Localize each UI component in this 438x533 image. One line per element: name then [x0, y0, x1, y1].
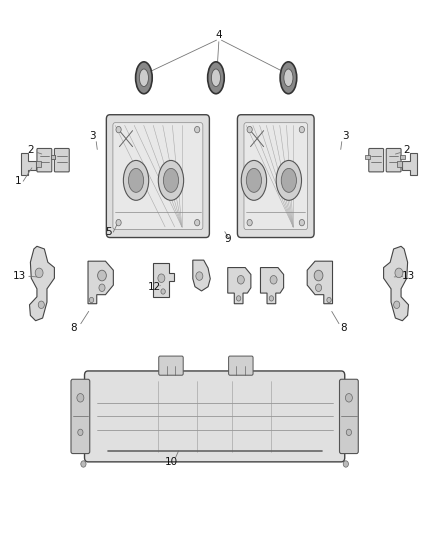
Text: 9: 9 — [224, 234, 231, 244]
FancyBboxPatch shape — [244, 123, 307, 230]
Text: 8: 8 — [71, 322, 78, 333]
Text: 2: 2 — [27, 144, 34, 155]
Ellipse shape — [343, 461, 349, 467]
FancyBboxPatch shape — [159, 356, 183, 375]
FancyBboxPatch shape — [229, 356, 253, 375]
Polygon shape — [384, 246, 409, 321]
FancyBboxPatch shape — [54, 149, 69, 172]
Ellipse shape — [89, 297, 94, 303]
Ellipse shape — [78, 429, 83, 435]
Ellipse shape — [208, 62, 224, 94]
Text: 2: 2 — [403, 144, 410, 155]
Polygon shape — [21, 154, 35, 174]
Ellipse shape — [346, 393, 353, 402]
Text: 3: 3 — [89, 131, 95, 141]
Ellipse shape — [276, 160, 301, 200]
Text: 13: 13 — [12, 271, 26, 281]
FancyBboxPatch shape — [37, 149, 52, 172]
Ellipse shape — [116, 126, 121, 133]
FancyBboxPatch shape — [85, 371, 345, 462]
FancyBboxPatch shape — [339, 379, 358, 454]
FancyBboxPatch shape — [386, 149, 401, 172]
Ellipse shape — [394, 301, 400, 309]
FancyBboxPatch shape — [113, 123, 203, 230]
Polygon shape — [193, 260, 210, 291]
Text: 8: 8 — [340, 322, 347, 333]
Ellipse shape — [116, 220, 121, 226]
Ellipse shape — [299, 126, 304, 133]
Text: 10: 10 — [164, 457, 177, 467]
Ellipse shape — [270, 276, 277, 284]
Ellipse shape — [158, 274, 165, 282]
Ellipse shape — [247, 126, 252, 133]
Ellipse shape — [38, 301, 44, 309]
Ellipse shape — [161, 289, 165, 294]
Polygon shape — [403, 154, 417, 174]
Ellipse shape — [158, 160, 184, 200]
Ellipse shape — [299, 220, 304, 226]
FancyBboxPatch shape — [237, 115, 314, 238]
Ellipse shape — [280, 62, 297, 94]
Polygon shape — [51, 155, 55, 159]
Ellipse shape — [139, 69, 148, 86]
Ellipse shape — [269, 296, 274, 301]
Polygon shape — [400, 155, 405, 159]
Ellipse shape — [241, 160, 267, 200]
Ellipse shape — [35, 268, 43, 278]
Polygon shape — [397, 161, 403, 166]
Ellipse shape — [315, 284, 321, 292]
Ellipse shape — [314, 270, 323, 281]
Ellipse shape — [136, 62, 152, 94]
Ellipse shape — [346, 429, 352, 435]
Ellipse shape — [194, 126, 200, 133]
Polygon shape — [307, 261, 332, 304]
Ellipse shape — [196, 272, 203, 280]
Polygon shape — [228, 268, 251, 304]
Text: 3: 3 — [343, 131, 349, 141]
Polygon shape — [29, 246, 54, 321]
Ellipse shape — [237, 296, 241, 301]
Polygon shape — [35, 161, 41, 166]
Ellipse shape — [77, 393, 84, 402]
Ellipse shape — [247, 220, 252, 226]
Ellipse shape — [246, 168, 261, 192]
Text: 13: 13 — [402, 271, 416, 281]
FancyBboxPatch shape — [71, 379, 90, 454]
Polygon shape — [88, 261, 113, 304]
Polygon shape — [51, 155, 55, 159]
Ellipse shape — [81, 461, 86, 467]
Ellipse shape — [124, 160, 149, 200]
Polygon shape — [261, 268, 284, 304]
FancyBboxPatch shape — [106, 115, 209, 238]
Text: 1: 1 — [15, 176, 21, 187]
Text: 4: 4 — [215, 30, 223, 41]
Ellipse shape — [284, 69, 293, 86]
Ellipse shape — [99, 284, 105, 292]
Text: 12: 12 — [148, 282, 161, 292]
Ellipse shape — [128, 168, 144, 192]
Ellipse shape — [194, 220, 200, 226]
Ellipse shape — [327, 297, 331, 303]
Polygon shape — [365, 155, 370, 159]
Ellipse shape — [281, 168, 297, 192]
Ellipse shape — [395, 268, 403, 278]
Ellipse shape — [237, 276, 244, 284]
Polygon shape — [152, 263, 174, 297]
Ellipse shape — [98, 270, 106, 281]
Ellipse shape — [212, 69, 220, 86]
Text: 5: 5 — [106, 227, 112, 237]
Ellipse shape — [163, 168, 179, 192]
FancyBboxPatch shape — [369, 149, 384, 172]
